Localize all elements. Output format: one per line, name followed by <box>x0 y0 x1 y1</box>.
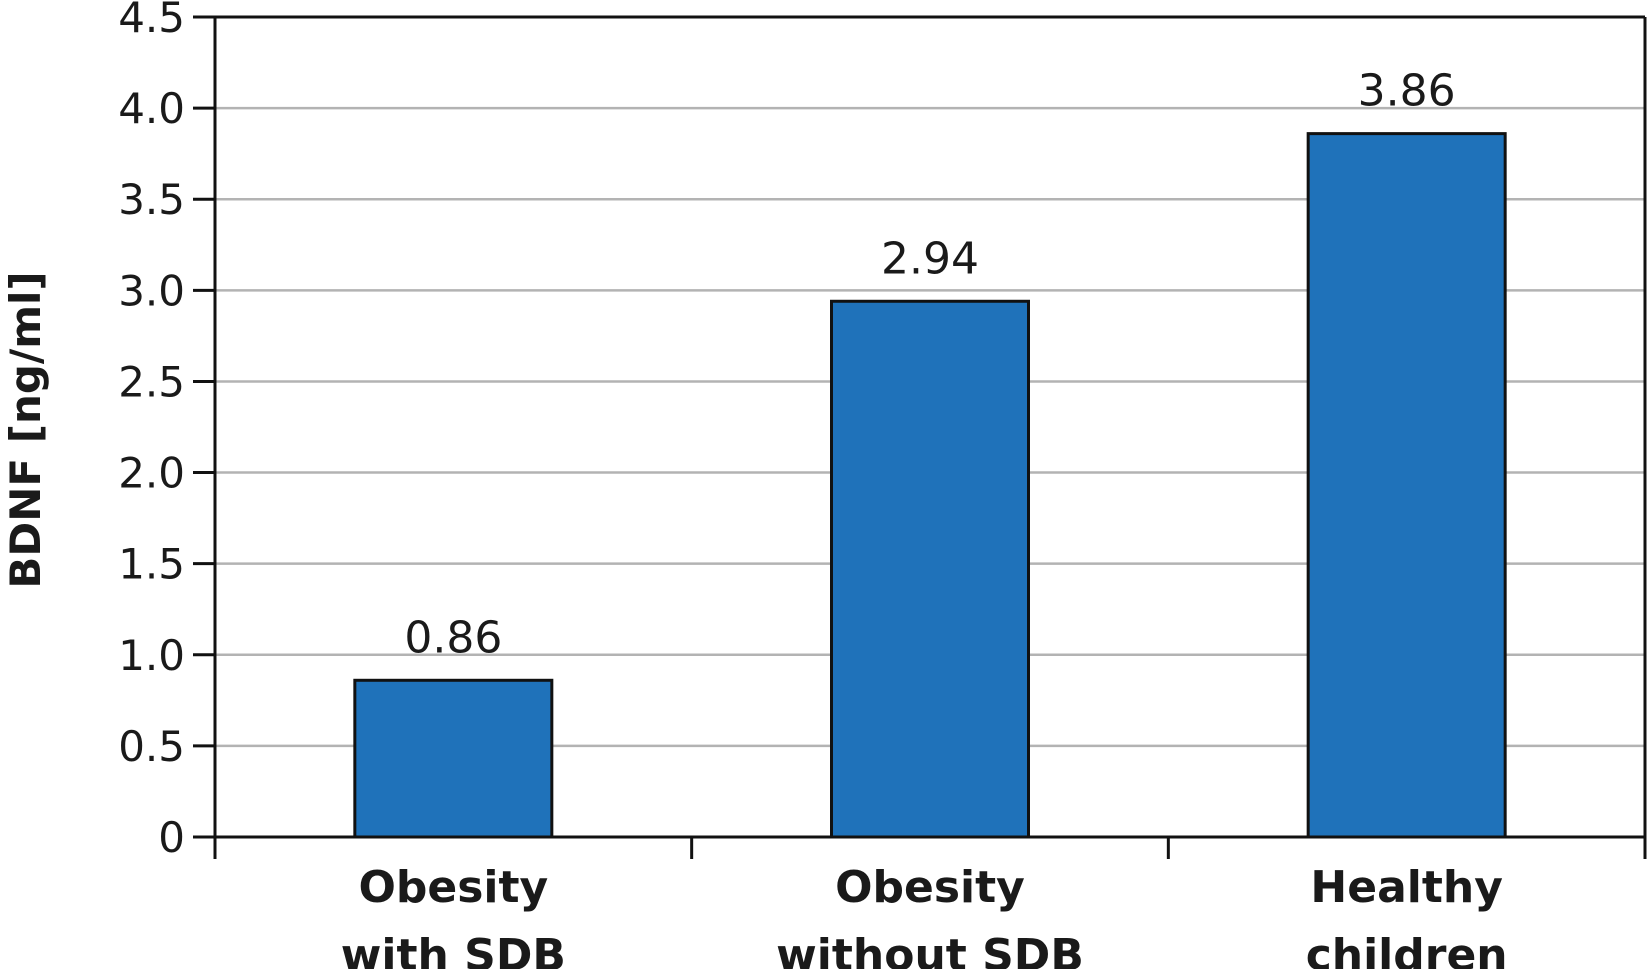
bars <box>353 132 1507 839</box>
x-category-label: with SDB <box>341 930 566 969</box>
axes <box>193 15 1647 859</box>
data-label: 2.94 <box>881 233 979 284</box>
y-tick-label: 2.5 <box>118 357 185 406</box>
y-axis-title: BDNF [ng/ml] <box>1 271 50 588</box>
x-category-labels: Obesity with SDB Obesity without SDB Healthy… <box>341 862 1508 969</box>
data-label: 0.86 <box>404 612 502 663</box>
bar <box>1306 132 1507 839</box>
y-tick-labels: 0 0.5 1.0 1.5 2.0 2.5 3.0 3.5 4.0 4.5 <box>118 0 185 862</box>
y-tick-label: 3.5 <box>118 175 185 224</box>
data-label: 3.86 <box>1358 66 1456 117</box>
x-category-label: children <box>1306 930 1508 969</box>
y-tick-label: 0 <box>158 813 185 862</box>
y-tick-label: 4.5 <box>118 0 185 42</box>
x-category-label: Obesity <box>835 862 1025 913</box>
y-tick-label: 4.0 <box>118 84 185 133</box>
x-category-label: Obesity <box>358 862 548 913</box>
bar <box>830 299 1030 839</box>
bar <box>353 678 554 839</box>
y-tick-label: 1.5 <box>118 540 185 589</box>
y-tick-label: 0.5 <box>118 722 185 771</box>
data-labels: 0.86 2.94 3.86 <box>404 66 1455 664</box>
x-category-label: Healthy <box>1310 862 1502 913</box>
y-tick-label: 3.0 <box>118 266 185 315</box>
y-tick-label: 2.0 <box>118 449 185 498</box>
y-tick-label: 1.0 <box>118 631 185 680</box>
x-category-label: without SDB <box>776 930 1084 969</box>
